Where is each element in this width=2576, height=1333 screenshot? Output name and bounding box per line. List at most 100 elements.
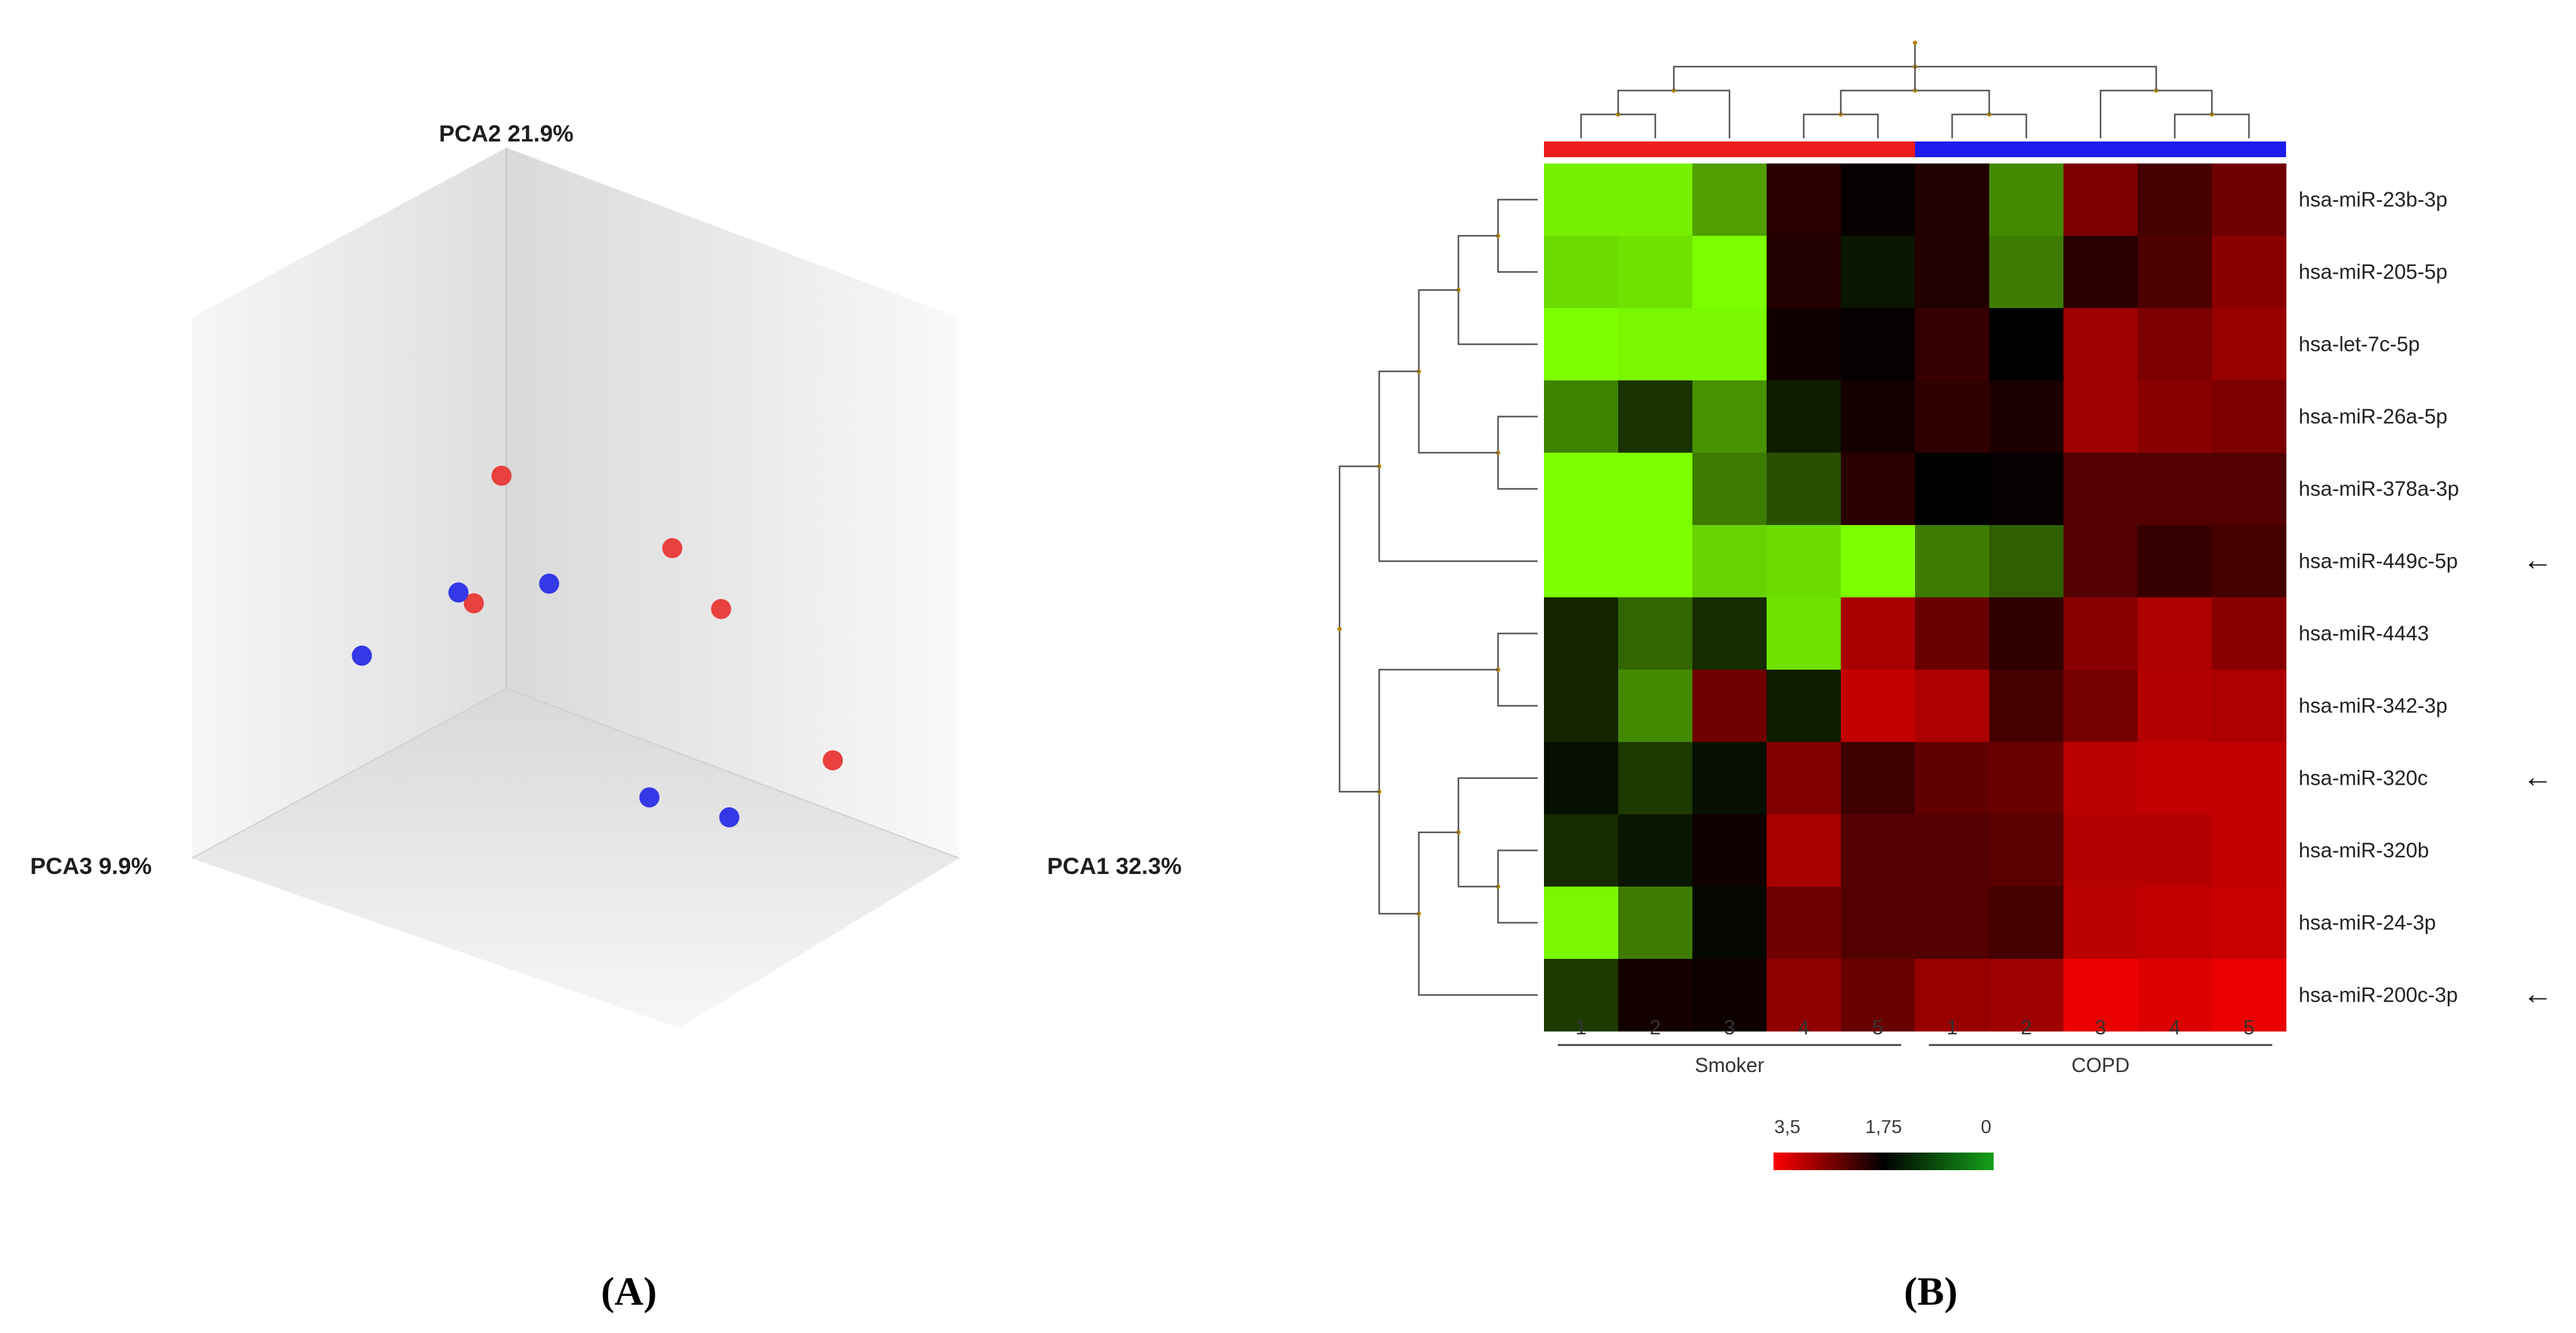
heatmap-cell	[1767, 525, 1841, 598]
row-label: hsa-miR-200c-3p	[2299, 983, 2458, 1007]
row-dendrogram-branch	[1378, 668, 1498, 915]
row-dendrogram-branch	[1497, 199, 1538, 273]
legend-gradient-bar	[1774, 1153, 1994, 1170]
heatmap-cell	[1989, 887, 2064, 960]
heatmap-cell	[1989, 742, 2064, 815]
heatmap-cell	[1618, 308, 1693, 381]
row-label: hsa-miR-23b-3p	[2299, 188, 2448, 211]
heatmap-cell	[2212, 163, 2287, 236]
heatmap-cell	[1841, 814, 1916, 887]
heatmap-cell	[2138, 236, 2212, 309]
heatmap-cell	[1915, 887, 1990, 960]
pca-point-copd	[352, 645, 372, 666]
heatmap-cell	[1544, 236, 1619, 309]
column-label: 1	[1946, 1016, 1958, 1039]
row-labels: hsa-miR-23b-3p hsa-miR-205-5p hsa-let-7c-5…	[2299, 188, 2459, 1007]
heatmap-cell	[1767, 163, 1841, 236]
heatmap-cell	[1915, 380, 1990, 453]
column-dendrogram	[1580, 40, 2250, 138]
row-arrow: ←	[2523, 978, 2553, 1011]
heatmap-cell	[1841, 887, 1916, 960]
pca-point-smoker	[464, 593, 484, 614]
heatmap-cell	[1767, 887, 1841, 960]
row-label: hsa-miR-449c-5p	[2299, 550, 2458, 573]
heatmap-cell	[1989, 308, 2064, 381]
column-labels: 1 2 3 4 5 1 2 3 4 5	[1575, 1016, 2255, 1039]
heatmap-cell	[1767, 959, 1841, 1032]
pca1-axis-label: PCA1 32.3%	[1047, 853, 1182, 879]
heatmap-cell	[1618, 453, 1693, 526]
column-label: 3	[1724, 1016, 1735, 1039]
heatmap-cell	[1618, 670, 1693, 743]
heatmap-cell	[2138, 742, 2212, 815]
heatmap-cell	[2138, 163, 2212, 236]
heatmap-cell	[1618, 814, 1693, 887]
heatmap-cell	[2138, 380, 2212, 453]
heatmap-cell	[2063, 597, 2138, 670]
heatmap-cell	[2063, 814, 2138, 887]
heatmap-cell	[2138, 887, 2212, 960]
heatmap-cell	[1692, 236, 1767, 309]
heatmap-cell	[1841, 742, 1916, 815]
heatmap-cell	[1544, 670, 1619, 743]
heatmap-cell	[2138, 814, 2212, 887]
heatmap-cell	[2063, 887, 2138, 960]
column-label: 2	[1650, 1016, 1661, 1039]
heatmap-cell	[1989, 453, 2064, 526]
heatmap-cell	[1841, 959, 1916, 1032]
heatmap-cell	[1989, 670, 2064, 743]
row-dendrogram-branch	[1418, 831, 1538, 996]
column-label: 5	[1872, 1016, 1884, 1039]
heatmap-cell	[1989, 814, 2064, 887]
heatmap-cell	[2138, 959, 2212, 1032]
heatmap-cell	[1544, 308, 1619, 381]
row-label: hsa-miR-320b	[2299, 839, 2429, 862]
heatmap-cell	[2212, 597, 2287, 670]
heatmap-cell	[2063, 670, 2138, 743]
heatmap-cell	[2212, 525, 2287, 598]
row-label: hsa-miR-24-3p	[2299, 911, 2436, 934]
heatmap-cell	[2063, 525, 2138, 598]
heatmap-cell	[1841, 163, 1916, 236]
group-bar-smoker	[1544, 141, 1915, 157]
legend-tick-label: 0	[1981, 1117, 1992, 1137]
row-label: hsa-miR-342-3p	[2299, 694, 2448, 717]
heatmap-cell	[2212, 887, 2287, 960]
heatmap-cell	[2212, 670, 2287, 743]
heatmap-cell	[2063, 236, 2138, 309]
heatmap-cell	[2138, 525, 2212, 598]
heatmap-cell	[1915, 163, 1990, 236]
column-label: 5	[2243, 1016, 2255, 1039]
heatmap-panel: hsa-miR-23b-3p hsa-miR-205-5p hsa-let-7c-5…	[1337, 40, 2553, 1314]
heatmap-cell	[1989, 525, 2064, 598]
heatmap-cell	[2138, 308, 2212, 381]
heatmap-cell	[2212, 308, 2287, 381]
row-arrow: ←	[2523, 761, 2553, 794]
pca-left-wall	[192, 148, 506, 858]
heatmap-cell	[1618, 959, 1693, 1032]
pca-floor	[192, 689, 959, 1028]
pca-points	[352, 465, 843, 827]
row-arrow: ←	[2523, 544, 2553, 577]
pca-point-copd	[448, 582, 469, 603]
pca-point-copd	[719, 807, 740, 827]
heatmap-cell	[1692, 308, 1767, 381]
row-label: hsa-let-7c-5p	[2299, 333, 2420, 356]
row-dendrogram-branch	[1378, 370, 1538, 562]
row-arrows: ← ← ←	[2523, 544, 2553, 1011]
column-dendrogram-branch	[1840, 89, 1990, 114]
heatmap-cell	[1841, 453, 1916, 526]
heatmap-cell	[1544, 380, 1619, 453]
heatmap-cell	[1915, 597, 1990, 670]
column-dendrogram-branch	[1951, 113, 2028, 138]
row-dendrogram-node	[1337, 626, 1342, 631]
legend-tick-label: 3,5	[1774, 1117, 1801, 1137]
column-label: 4	[1798, 1016, 1809, 1039]
heatmap-cell	[1618, 525, 1693, 598]
pca3-axis-label: PCA3 9.9%	[30, 853, 152, 879]
heatmap-cell	[1841, 380, 1916, 453]
column-dendrogram-branch	[1802, 113, 1879, 138]
heatmap-cell	[2212, 380, 2287, 453]
heatmap-cell	[1915, 959, 1990, 1032]
row-dendrogram-branch	[1338, 465, 1379, 793]
